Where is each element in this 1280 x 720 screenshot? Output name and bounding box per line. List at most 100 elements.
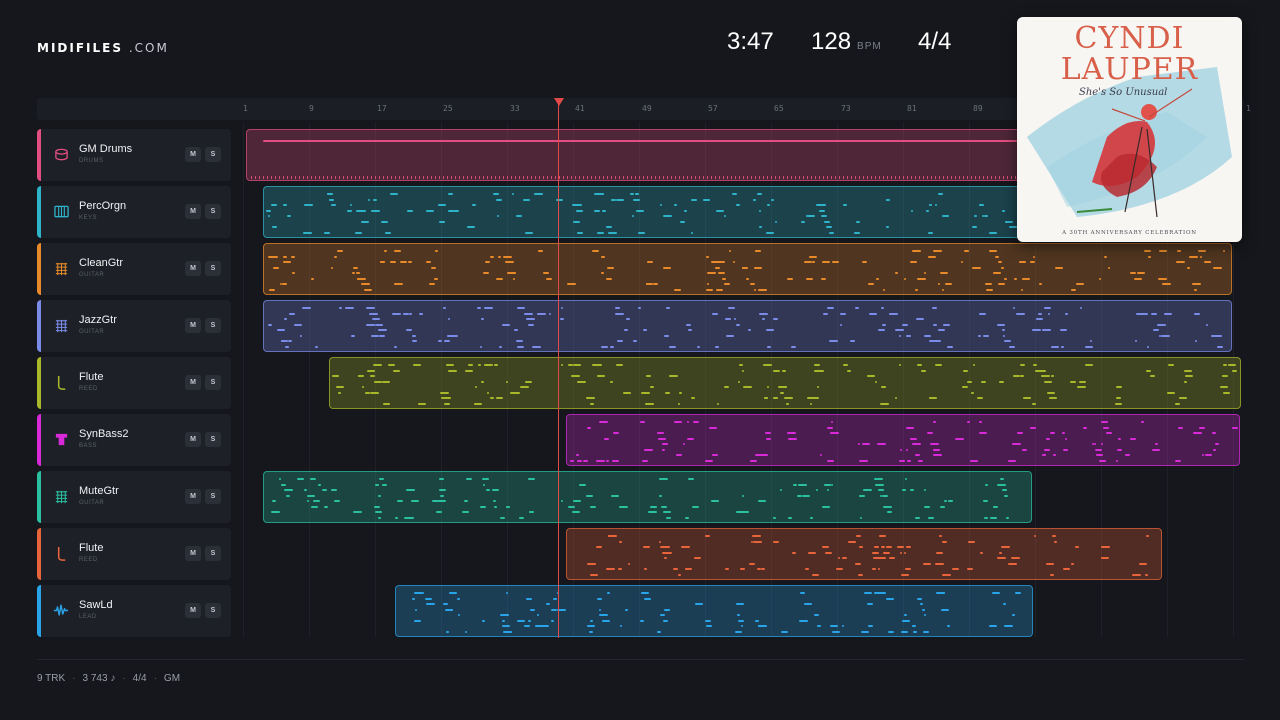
mute-button[interactable]: M	[185, 261, 201, 276]
note	[1104, 255, 1107, 258]
note	[1213, 448, 1216, 451]
note	[773, 516, 776, 519]
track-header[interactable]: JazzGtr GUITAR M S	[37, 300, 231, 352]
solo-button[interactable]: S	[205, 261, 221, 276]
note	[912, 625, 916, 627]
note	[655, 176, 656, 179]
note	[910, 437, 917, 440]
note	[279, 176, 280, 179]
note	[358, 209, 366, 212]
mute-button[interactable]: M	[185, 489, 201, 504]
ruler-tick-label: 89	[973, 104, 983, 113]
note	[551, 176, 552, 179]
track-header[interactable]: PercOrgn KEYS M S	[37, 186, 231, 238]
note	[767, 345, 771, 348]
solo-button[interactable]: S	[205, 204, 221, 219]
mute-button[interactable]: M	[185, 603, 201, 618]
note	[1095, 448, 1102, 451]
note	[571, 375, 580, 377]
note	[1159, 250, 1167, 252]
note	[972, 459, 978, 462]
note	[485, 261, 490, 263]
note	[842, 625, 844, 627]
note	[449, 334, 458, 337]
track-header[interactable]: Flute REED M S	[37, 528, 231, 580]
note	[391, 176, 392, 179]
note	[289, 312, 295, 315]
clip-region[interactable]	[263, 186, 1020, 238]
note	[676, 454, 682, 456]
mute-button[interactable]: M	[185, 147, 201, 162]
solo-button[interactable]: S	[205, 489, 221, 504]
note	[814, 614, 819, 616]
note	[519, 516, 524, 519]
note	[337, 250, 343, 252]
note	[1001, 546, 1010, 548]
timeline-ruler[interactable]: 1 9 17 25 33 41 49 57 65 73 81 89 1	[37, 98, 1251, 120]
note	[964, 250, 969, 252]
note	[426, 209, 433, 212]
mute-button[interactable]: M	[185, 375, 201, 390]
note	[895, 176, 896, 179]
note	[881, 307, 884, 309]
track-header[interactable]: CleanGtr GUITAR M S	[37, 243, 231, 295]
note	[440, 391, 449, 394]
solo-button[interactable]: S	[205, 318, 221, 333]
note	[646, 283, 653, 285]
solo-button[interactable]: S	[205, 432, 221, 447]
note	[1033, 255, 1035, 258]
note	[719, 176, 720, 179]
mute-button[interactable]: M	[185, 432, 201, 447]
track-header[interactable]: GM Drums DRUMS M S	[37, 129, 231, 181]
note	[283, 255, 287, 258]
solo-button[interactable]: S	[205, 546, 221, 561]
track-header[interactable]: SynBass2 BASS M S	[37, 414, 231, 466]
mute-button[interactable]: M	[185, 204, 201, 219]
note	[787, 277, 793, 280]
note	[546, 277, 552, 280]
note	[875, 176, 876, 179]
solo-button[interactable]: S	[205, 375, 221, 390]
note	[1049, 397, 1057, 399]
note	[504, 630, 512, 633]
note	[623, 391, 631, 394]
mute-button[interactable]: M	[185, 318, 201, 333]
solo-button[interactable]: S	[205, 603, 221, 618]
note	[347, 209, 352, 212]
note	[703, 198, 710, 201]
track-header[interactable]: SawLd LEAD M S	[37, 585, 231, 637]
note	[967, 568, 973, 570]
note	[859, 494, 865, 497]
clip-region[interactable]	[395, 585, 1033, 637]
track-header[interactable]: Flute REED M S	[37, 357, 231, 409]
note	[859, 459, 868, 462]
note	[444, 402, 450, 405]
clip-region[interactable]	[329, 357, 1241, 409]
track-header[interactable]: MuteGtr GUITAR M S	[37, 471, 231, 523]
clip-region[interactable]	[246, 129, 1020, 181]
note	[483, 483, 485, 486]
note	[331, 489, 337, 491]
clip-region[interactable]	[566, 528, 1162, 580]
solo-button[interactable]: S	[205, 147, 221, 162]
playhead-line[interactable]	[558, 100, 559, 638]
note	[368, 198, 370, 201]
note	[881, 386, 886, 388]
note	[323, 176, 324, 179]
note	[1101, 557, 1109, 559]
note	[902, 489, 906, 491]
clip-region[interactable]	[263, 471, 1032, 523]
playhead-marker[interactable]	[554, 98, 564, 106]
clip-region[interactable]	[263, 300, 1232, 352]
note	[765, 432, 771, 434]
note	[938, 329, 945, 331]
note	[434, 277, 438, 280]
clip-region[interactable]	[566, 414, 1240, 466]
note	[419, 312, 423, 315]
note	[640, 421, 645, 423]
note	[821, 215, 827, 217]
note	[712, 454, 718, 456]
note	[874, 546, 879, 548]
clip-region[interactable]	[263, 243, 1232, 295]
mute-button[interactable]: M	[185, 546, 201, 561]
